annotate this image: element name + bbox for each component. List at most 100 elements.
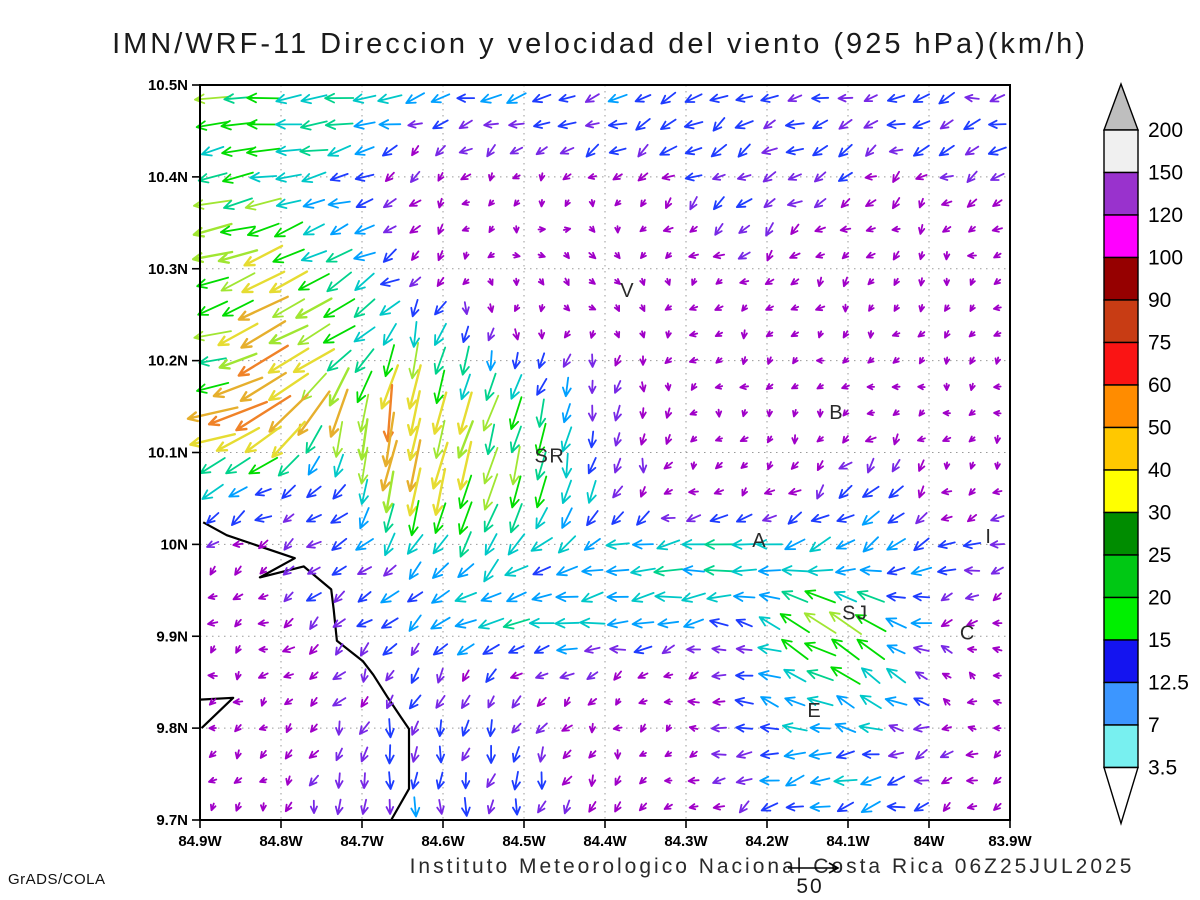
wind-arrow (888, 485, 904, 499)
wind-arrow (713, 488, 724, 495)
wind-arrow (784, 538, 806, 551)
wind-arrow (410, 746, 420, 763)
wind-arrow (810, 776, 831, 786)
wind-arrow (300, 250, 327, 262)
wind-arrow (588, 251, 597, 260)
wind-arrow (964, 145, 980, 156)
wind-arrow (537, 278, 545, 286)
colorbar-label: 75 (1148, 332, 1171, 355)
wind-arrow (588, 225, 596, 233)
wind-arrow (665, 434, 673, 445)
wind-arrow (782, 722, 808, 733)
colorbar-under-arrow (1103, 766, 1139, 826)
wind-arrow (681, 539, 706, 550)
wind-arrow (862, 536, 879, 553)
wind-arrow (246, 119, 280, 130)
wind-arrow (241, 270, 286, 294)
wind-arrow (941, 199, 953, 207)
wind-arrow (432, 534, 449, 555)
wind-arrow (781, 638, 809, 660)
wind-arrow (536, 378, 548, 396)
wind-arrow (735, 776, 753, 785)
wind-arrow (506, 591, 527, 603)
wind-arrow (324, 92, 355, 104)
wind-arrow (814, 171, 827, 183)
wind-arrow (866, 457, 875, 474)
wind-arrow (989, 540, 1005, 549)
wind-arrow (731, 565, 757, 577)
wind-arrow (300, 93, 328, 105)
wind-arrow (614, 354, 622, 367)
wind-arrow (588, 722, 596, 734)
wind-arrow (760, 802, 779, 812)
wind-arrow (664, 777, 673, 784)
wind-arrow (992, 672, 1002, 679)
wind-arrow (488, 172, 495, 182)
wind-arrow (437, 250, 445, 262)
chart-subtitle: Instituto Meteorologico Nacional Costa R… (409, 855, 1135, 878)
wind-arrow (867, 330, 875, 339)
wind-arrow (943, 461, 951, 470)
wind-arrow (410, 771, 420, 790)
wind-arrow (561, 403, 572, 424)
wind-arrow (409, 276, 422, 288)
wind-arrow (892, 250, 900, 261)
wind-arrow (295, 297, 333, 319)
wind-arrow (410, 299, 420, 318)
colorbar-label: 25 (1148, 544, 1171, 567)
wind-arrow (613, 457, 622, 474)
colorbar-label: 120 (1148, 204, 1183, 227)
wind-arrow (271, 420, 306, 459)
wind-arrow (639, 433, 647, 446)
wind-arrow (195, 120, 230, 131)
wind-arrow (811, 93, 830, 103)
wind-arrow (380, 439, 398, 492)
wind-arrow (942, 802, 951, 812)
wind-arrow (735, 93, 753, 103)
wind-arrow (637, 143, 649, 158)
wind-arrow (785, 146, 804, 156)
wind-arrow (275, 145, 302, 157)
wind-arrow (234, 565, 242, 576)
wind-arrow (459, 345, 470, 376)
wind-arrow (192, 222, 233, 238)
colorbar-segment (1103, 426, 1139, 471)
wind-arrow (613, 251, 621, 260)
wind-arrow (661, 644, 675, 655)
wind-arrow (790, 461, 799, 470)
wind-arrow (943, 251, 951, 261)
y-tick-label: 9.9N (156, 628, 188, 645)
wind-arrow (237, 344, 289, 377)
station-label: B (829, 402, 844, 424)
wind-arrow (246, 146, 281, 157)
wind-arrow (461, 301, 470, 315)
wind-arrow (809, 802, 831, 812)
wind-arrow (859, 694, 882, 709)
wind-arrow (806, 695, 834, 707)
wind-arrow (992, 488, 1003, 496)
wind-arrow (887, 93, 906, 103)
wind-arrow (864, 173, 877, 181)
wind-arrow (631, 592, 655, 603)
wind-arrow (683, 618, 704, 629)
wind-arrow (283, 671, 294, 679)
colorbar-segment (1103, 511, 1139, 556)
wind-arrow (711, 750, 727, 759)
wind-arrow (892, 197, 901, 210)
axes (199, 84, 1011, 821)
wind-arrow (968, 435, 976, 443)
wind-arrow (310, 697, 318, 707)
x-tick-label: 84.7W (340, 833, 384, 850)
wind-arrow (562, 749, 572, 760)
wind-arrow (657, 618, 680, 629)
wind-arrow (435, 145, 446, 157)
wind-arrow (966, 698, 978, 706)
wind-arrow (560, 426, 573, 453)
wind-arrow (942, 435, 952, 442)
wind-arrow (967, 646, 977, 653)
wind-arrow (260, 697, 267, 707)
wind-arrow (283, 591, 294, 603)
wind-arrow (915, 671, 928, 680)
wind-arrow (861, 667, 881, 684)
wind-arrow (330, 223, 349, 236)
